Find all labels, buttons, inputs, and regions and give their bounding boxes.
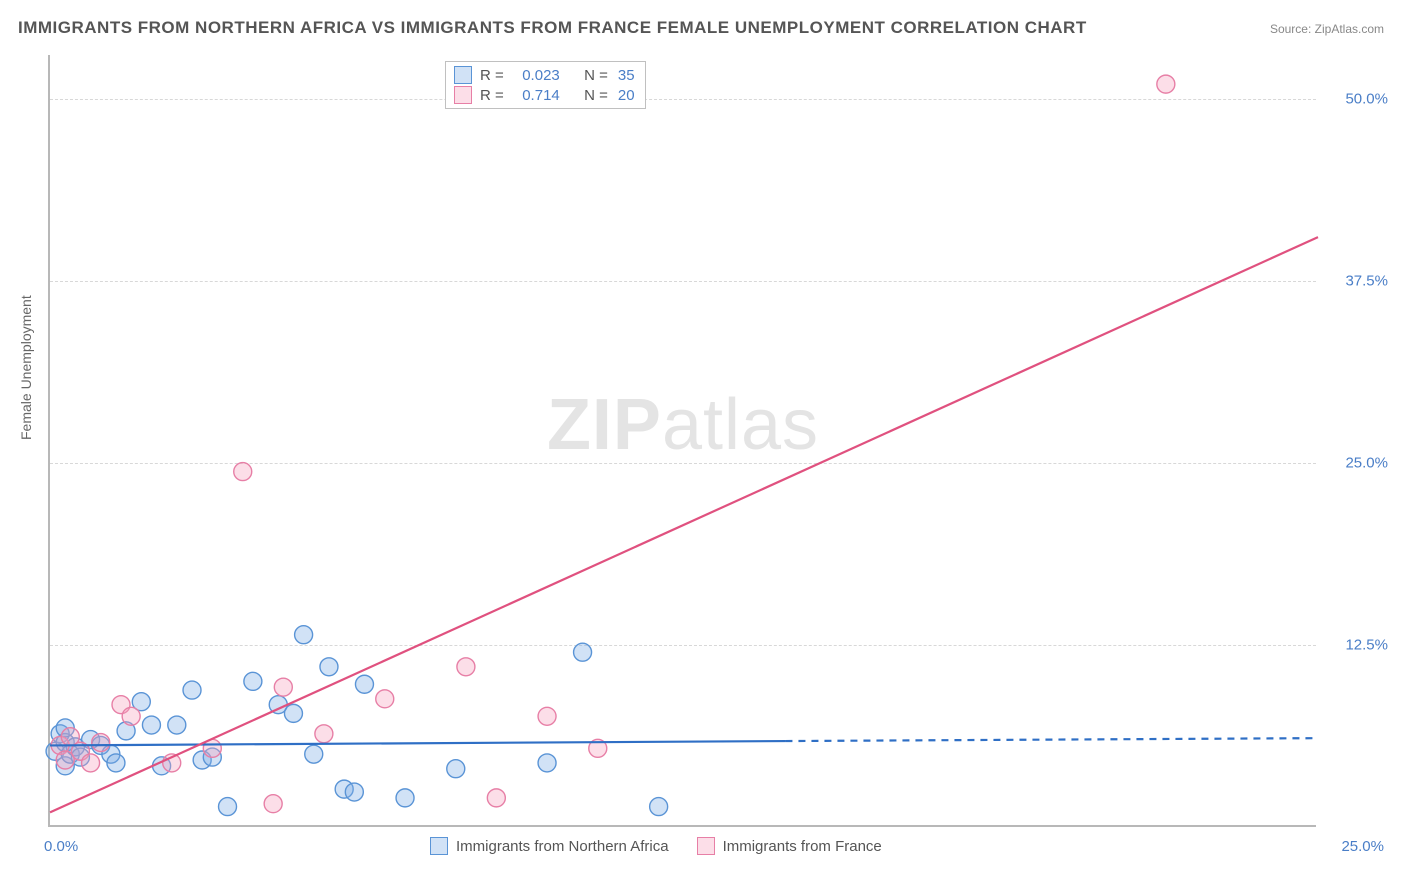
series-legend-item-2: Immigrants from France [697, 837, 882, 855]
swatch-series-2 [454, 86, 472, 104]
data-point [284, 704, 302, 722]
data-point [168, 716, 186, 734]
y-tick-label: 37.5% [1345, 272, 1388, 289]
data-point [345, 783, 363, 801]
n-value-series-1: 35 [618, 67, 635, 84]
data-point [396, 789, 414, 807]
data-point [650, 798, 668, 816]
r-value-series-1: 0.023 [512, 67, 560, 84]
n-value-series-2: 20 [618, 87, 635, 104]
data-point [264, 795, 282, 813]
data-point [305, 745, 323, 763]
data-point [219, 798, 237, 816]
data-point [82, 754, 100, 772]
chart-plot-area: ZIPatlas 12.5%25.0%37.5%50.0% R = 0.023 … [48, 55, 1316, 827]
chart-title: IMMIGRANTS FROM NORTHERN AFRICA VS IMMIG… [18, 18, 1087, 38]
regression-line-extrapolated [785, 738, 1318, 741]
n-label: N = [584, 67, 608, 84]
data-point [538, 707, 556, 725]
data-point [92, 734, 110, 752]
series-label-1: Immigrants from Northern Africa [456, 838, 669, 855]
r-value-series-2: 0.714 [512, 87, 560, 104]
legend-row-series-1: R = 0.023 N = 35 [454, 65, 635, 85]
data-point [142, 716, 160, 734]
data-point [274, 678, 292, 696]
data-point [376, 690, 394, 708]
data-point [538, 754, 556, 772]
source-attribution: Source: ZipAtlas.com [1270, 22, 1384, 36]
data-point [234, 463, 252, 481]
correlation-legend: R = 0.023 N = 35 R = 0.714 N = 20 [445, 61, 646, 109]
y-tick-label: 12.5% [1345, 636, 1388, 653]
regression-line [50, 741, 785, 745]
data-point [487, 789, 505, 807]
n-label: N = [584, 87, 608, 104]
data-point [1157, 75, 1175, 93]
y-tick-label: 50.0% [1345, 90, 1388, 107]
data-point [320, 658, 338, 676]
data-point [122, 707, 140, 725]
swatch-series-1 [454, 66, 472, 84]
series-label-2: Immigrants from France [723, 838, 882, 855]
series-legend: Immigrants from Northern Africa Immigran… [430, 837, 882, 855]
data-point [107, 754, 125, 772]
r-label: R = [480, 87, 504, 104]
data-point [244, 672, 262, 690]
data-point [457, 658, 475, 676]
r-label: R = [480, 67, 504, 84]
y-tick-label: 25.0% [1345, 454, 1388, 471]
scatter-svg [50, 55, 1316, 825]
x-axis-min-label: 0.0% [44, 838, 78, 855]
y-axis-label: Female Unemployment [18, 295, 34, 440]
data-point [574, 643, 592, 661]
regression-line [50, 237, 1318, 812]
swatch-icon [697, 837, 715, 855]
data-point [295, 626, 313, 644]
series-legend-item-1: Immigrants from Northern Africa [430, 837, 669, 855]
legend-row-series-2: R = 0.714 N = 20 [454, 85, 635, 105]
data-point [315, 725, 333, 743]
swatch-icon [430, 837, 448, 855]
data-point [447, 760, 465, 778]
x-axis-max-label: 25.0% [1341, 838, 1384, 855]
data-point [355, 675, 373, 693]
data-point [183, 681, 201, 699]
